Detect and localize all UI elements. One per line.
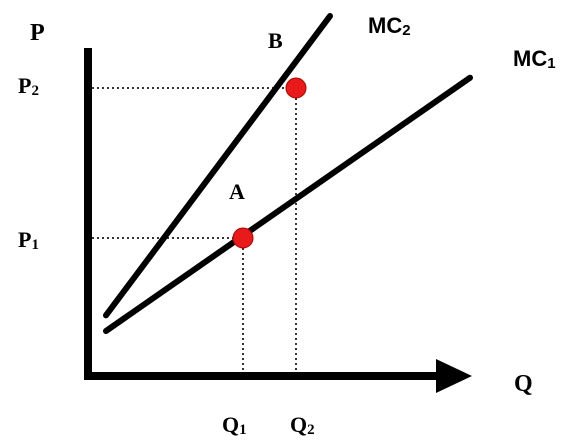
x-axis-label: Q bbox=[514, 371, 533, 397]
y-tick-p1: P1 bbox=[18, 227, 39, 253]
y-tick-p2: P2 bbox=[18, 73, 39, 99]
point-b bbox=[285, 77, 307, 99]
series-line-mc2 bbox=[103, 13, 333, 319]
series-lines bbox=[103, 13, 473, 334]
y-axis-label: P bbox=[30, 20, 45, 46]
x-tick-q1: Q1 bbox=[222, 412, 247, 438]
series-line-mc1 bbox=[103, 74, 473, 334]
x-tick-q2: Q2 bbox=[290, 412, 315, 438]
series-label-mc2: MC2 bbox=[368, 13, 411, 39]
point-label-a: A bbox=[229, 179, 245, 204]
guide-lines bbox=[92, 87, 297, 372]
points bbox=[232, 77, 307, 249]
x-axis-arrow-icon bbox=[436, 359, 472, 393]
point-label-b: B bbox=[268, 28, 283, 53]
point-a bbox=[232, 227, 254, 249]
series-label-mc1: MC1 bbox=[513, 46, 556, 72]
